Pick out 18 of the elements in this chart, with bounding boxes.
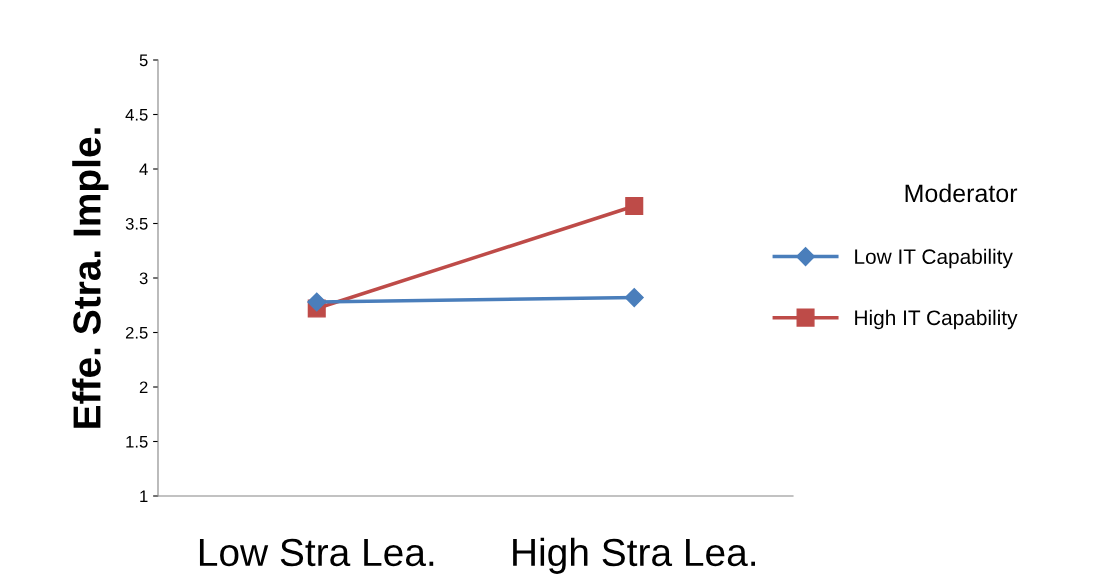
y-tick-label: 1 (140, 490, 148, 503)
y-tick-label: 3.5 (125, 217, 148, 230)
y-tick-label: 1.5 (126, 436, 148, 448)
point (624, 288, 644, 308)
y-tick-label: 5 (139, 54, 148, 67)
point (307, 292, 327, 312)
legend-label: High IT Capability (855, 309, 1018, 330)
y-tick-label: 4 (139, 163, 148, 176)
point (625, 197, 644, 216)
y-tick-label: 2.5 (125, 326, 148, 339)
x-tick-label: High Stra Lea. (513, 537, 756, 574)
legend-title: Moderator (905, 183, 1018, 203)
y-tick-label: 3 (139, 272, 148, 285)
x-tick-label: Low Stra Lea. (199, 538, 434, 567)
legend-label: Low IT Capability (855, 248, 1013, 269)
y-tick-label: 2 (139, 381, 148, 394)
y-tick-label: 4.5 (125, 109, 148, 121)
y-axis-title: Effe. Stra. Imple. (72, 128, 109, 428)
